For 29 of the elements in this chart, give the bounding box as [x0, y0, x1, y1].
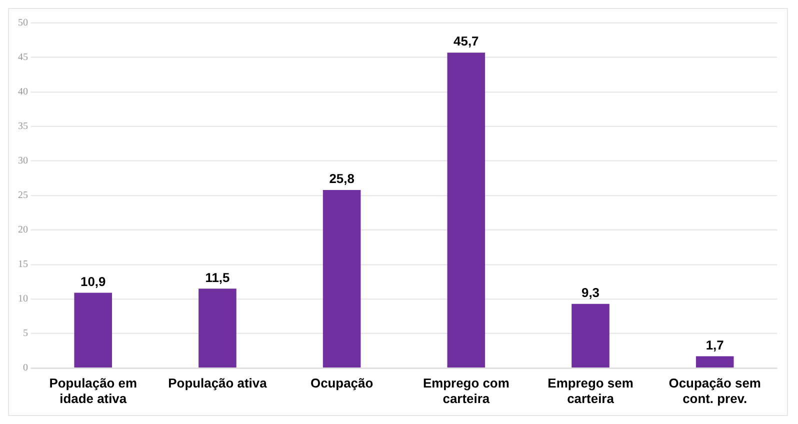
x-tick-label: Emprego com carteira [422, 375, 510, 406]
bar [74, 292, 112, 368]
data-label: 45,7 [454, 34, 479, 49]
x-tick-label: Emprego sem carteira [548, 375, 634, 406]
y-tick-label: 10 [18, 294, 28, 305]
y-tick-label: 40 [18, 86, 28, 98]
data-label: 9,3 [581, 284, 600, 300]
y-tick-label: 15 [18, 259, 28, 270]
y-tick-label: 5 [22, 328, 28, 340]
y-tick-label: 45 [18, 52, 28, 64]
y-tick-label: 20 [18, 224, 28, 236]
x-tick-label: População ativa [168, 375, 268, 390]
y-tick-label: 35 [18, 121, 28, 132]
y-tick-label: 50 [18, 18, 28, 29]
bar [198, 288, 236, 368]
x-tick-label: Ocupação [310, 375, 374, 390]
x-tick-label: Ocupação sem cont. prev. [668, 375, 761, 406]
data-label: 10,9 [80, 274, 106, 289]
bar [572, 304, 610, 368]
bar [696, 356, 734, 368]
x-tick-label: População em idade ativa [49, 375, 138, 406]
data-label: 1,7 [706, 337, 724, 352]
bar [322, 190, 361, 368]
bar [447, 52, 486, 368]
y-tick-label: 30 [18, 156, 28, 167]
y-tick-label: 25 [18, 190, 28, 202]
y-tick-label: 0 [22, 362, 28, 374]
data-label: 11,5 [205, 270, 230, 285]
data-label: 25,8 [329, 171, 354, 186]
